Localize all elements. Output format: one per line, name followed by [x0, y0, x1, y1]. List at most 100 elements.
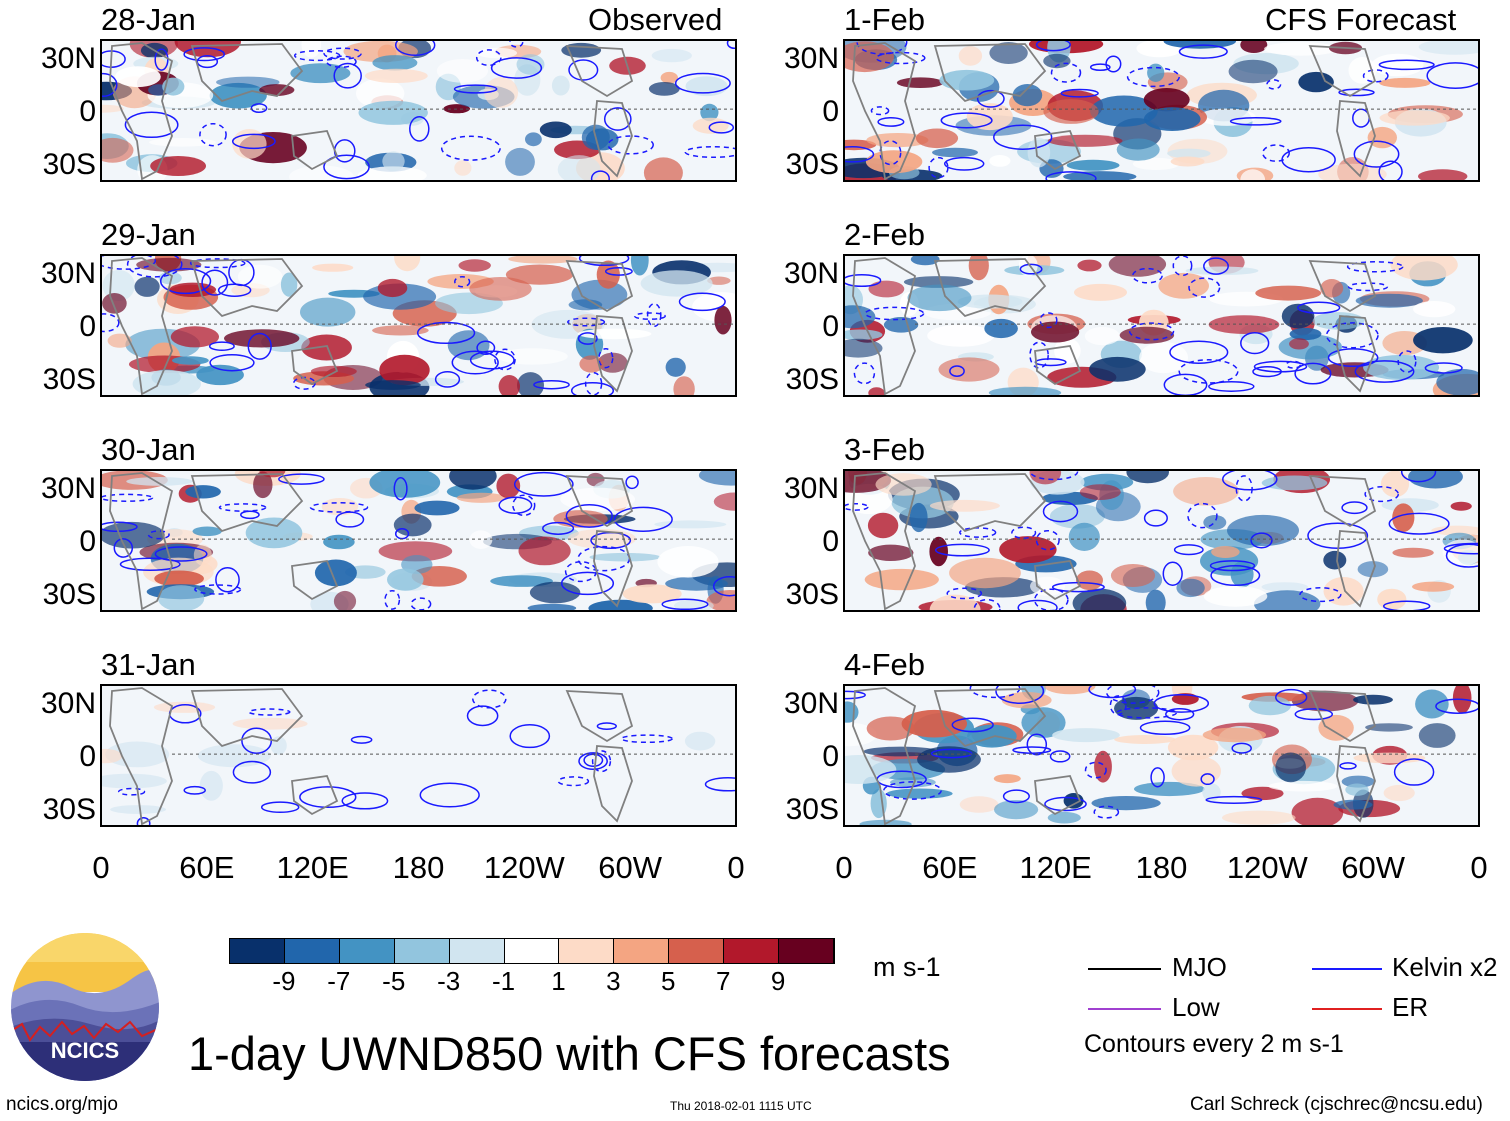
- map-panel: [843, 684, 1480, 827]
- anomaly-blob: [323, 534, 355, 550]
- kelvin-contour: [394, 41, 436, 56]
- anomaly-blob: [1012, 84, 1043, 107]
- kelvin-contour: [943, 156, 985, 171]
- anomaly-blob: [1043, 99, 1099, 124]
- kelvin-contour: [217, 283, 252, 297]
- latitude-label: 30S: [42, 362, 96, 396]
- kelvin-contour: [126, 256, 183, 278]
- panel-source-label: CFS Forecast: [1265, 2, 1457, 37]
- wind-anomaly-field: [102, 256, 735, 395]
- continent-outline: [1034, 560, 1082, 601]
- kelvin-contour: [183, 785, 206, 795]
- kelvin-contour: [590, 170, 610, 180]
- anomaly-blob: [903, 276, 974, 288]
- anomaly-blob: [232, 717, 308, 730]
- anomaly-blob: [1379, 110, 1450, 126]
- anomaly-blob: [1049, 504, 1105, 529]
- kelvin-contour: [1169, 340, 1229, 364]
- kelvin-contour: [1281, 146, 1336, 173]
- anomaly-blob: [379, 354, 430, 386]
- anomaly-blob: [1143, 107, 1201, 131]
- kelvin-contour: [1093, 805, 1120, 819]
- kelvin-contour: [1089, 63, 1111, 72]
- kelvin-contour: [250, 103, 268, 114]
- anomaly-blob: [102, 137, 134, 163]
- wind-anomaly-field: [845, 256, 1478, 395]
- anomaly-blob: [387, 568, 424, 591]
- colorbar-tick-label: -3: [437, 966, 461, 996]
- kelvin-contour: [646, 302, 662, 328]
- anomaly-blob: [939, 69, 995, 91]
- continent-outline: [1336, 315, 1376, 393]
- anomaly-blob: [1047, 134, 1123, 147]
- footer-url[interactable]: ncics.org/mjo: [6, 1094, 118, 1115]
- kelvin-contour: [1049, 750, 1071, 763]
- wind-anomaly-field: [845, 686, 1478, 825]
- kelvin-contour: [102, 72, 118, 97]
- longitude-label: 120E: [1019, 850, 1092, 885]
- kelvin-contour: [578, 752, 608, 771]
- anomaly-blob: [458, 259, 491, 272]
- kelvin-contour: [326, 55, 357, 68]
- anomaly-blob: [1323, 550, 1347, 570]
- anomaly-blob: [1353, 694, 1393, 705]
- continent-outline: [190, 43, 304, 103]
- anomaly-blob: [1001, 692, 1052, 709]
- kelvin-contour: [1045, 171, 1097, 180]
- kelvin-contour: [1426, 62, 1478, 90]
- kelvin-contour: [333, 62, 362, 89]
- anomaly-blob: [1291, 797, 1344, 825]
- kelvin-contour: [1165, 707, 1195, 721]
- kelvin-contour: [1443, 542, 1478, 555]
- anomaly-blob: [863, 746, 939, 757]
- anomaly-blob: [557, 155, 601, 180]
- anomaly-blob: [999, 536, 1057, 564]
- anomaly-blob: [560, 487, 636, 511]
- anomaly-blob: [157, 585, 205, 610]
- kelvin-contour: [1424, 362, 1463, 374]
- kelvin-contour: [1044, 796, 1087, 812]
- continent-outline: [852, 257, 917, 395]
- anomaly-blob: [1047, 811, 1081, 824]
- latitude-label: 30N: [783, 687, 839, 721]
- anomaly-blob: [1413, 327, 1473, 354]
- anomaly-blob: [1408, 471, 1463, 489]
- anomaly-blob: [700, 103, 719, 122]
- anomaly-blob: [993, 774, 1021, 784]
- panel-date: 31-Jan: [101, 647, 196, 682]
- anomaly-blob: [196, 364, 244, 386]
- longitude-label: 0: [727, 850, 745, 885]
- kelvin-contour: [119, 557, 181, 572]
- anomaly-blob: [1275, 752, 1306, 783]
- anomaly-blob: [1068, 522, 1100, 551]
- continent-outline: [109, 257, 174, 395]
- continent-outline: [565, 690, 634, 743]
- kelvin-contour: [607, 135, 654, 155]
- kelvin-contour: [1222, 471, 1278, 491]
- kelvin-contour: [969, 686, 1021, 699]
- kelvin-contour: [1143, 509, 1168, 527]
- continent-outline: [190, 688, 304, 748]
- latitude-label: 0: [822, 524, 839, 558]
- anomaly-blob: [1147, 63, 1165, 82]
- kelvin-contour: [1187, 502, 1218, 529]
- kelvin-contour: [1011, 526, 1037, 539]
- kelvin-contour: [1435, 698, 1478, 714]
- anomaly-blob: [929, 594, 981, 610]
- anomaly-blob: [1170, 156, 1205, 167]
- kelvin-contour: [604, 266, 633, 276]
- anomaly-blob: [1365, 723, 1413, 732]
- kelvin-contour: [384, 589, 401, 610]
- anomaly-blob: [1392, 547, 1434, 558]
- anomaly-blob: [648, 82, 680, 96]
- wind-anomaly-field: [845, 41, 1478, 180]
- anomaly-blob: [517, 372, 544, 395]
- map-panel: [843, 39, 1480, 182]
- kelvin-contour: [117, 787, 146, 796]
- anomaly-blob: [1173, 477, 1239, 506]
- kelvin-contour: [704, 777, 735, 792]
- anomaly-blob: [1431, 525, 1478, 536]
- colorbar-tick-label: -7: [327, 966, 351, 996]
- anomaly-blob: [1132, 157, 1180, 170]
- anomaly-blob: [312, 263, 354, 272]
